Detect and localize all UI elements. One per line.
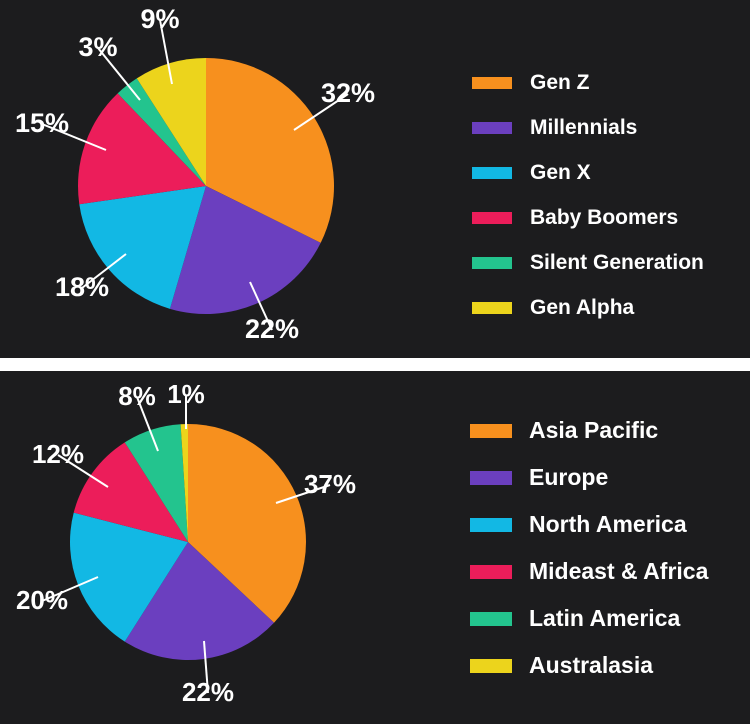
legend-item-europe: Europe	[470, 454, 708, 501]
leader-line	[159, 19, 173, 85]
data-label-baby-boomers: 15%	[15, 108, 69, 138]
data-label-asia-pacific: 37%	[304, 469, 356, 499]
legend-item-gen-alpha: Gen Alpha	[472, 285, 704, 330]
data-label-north-america: 20%	[16, 585, 68, 615]
data-label-gen-x: 18%	[55, 272, 109, 302]
generation-legend: Gen Z Millennials Gen X Baby Boomers Sil…	[472, 60, 704, 330]
leader-line	[275, 484, 331, 504]
legend-item-latin-america: Latin America	[470, 595, 708, 642]
legend-label: Mideast & Africa	[529, 558, 709, 584]
legend-item-north-america: North America	[470, 501, 708, 548]
data-label-europe: 22%	[182, 677, 234, 707]
data-label-gen-z: 32%	[321, 78, 375, 108]
leader-line	[136, 396, 159, 452]
legend-item-silent-generation: Silent Generation	[472, 240, 704, 285]
legend-swatch	[470, 611, 512, 626]
legend-swatch	[470, 470, 512, 485]
region-pie-chart: 37% 22% 20% 12% 8% 1%	[16, 379, 356, 707]
pie-slice-baby-boomers	[78, 93, 206, 205]
legend-label: Gen X	[530, 160, 591, 184]
legend-label: Europe	[529, 464, 609, 490]
legend-label: Baby Boomers	[530, 205, 679, 229]
legend-item-baby-boomers: Baby Boomers	[472, 195, 704, 240]
pie-slice-europe	[124, 542, 275, 660]
pie-slice-millennials	[169, 186, 321, 314]
legend-item-gen-x: Gen X	[472, 150, 704, 195]
pie-slice-silent-generation	[117, 78, 206, 186]
generation-pie-chart: 32% 22% 18% 15% 3% 9%	[15, 4, 375, 344]
legend-item-asia-pacific: Asia Pacific	[470, 407, 708, 454]
pie-slice-latin-america	[124, 424, 188, 542]
data-label-australasia: 1%	[167, 379, 205, 409]
region-legend: Asia Pacific Europe North America Mideas…	[470, 407, 708, 689]
legend-swatch	[472, 121, 512, 134]
legend-label: North America	[529, 511, 687, 537]
legend-label: Asia Pacific	[529, 417, 659, 443]
legend-label: Latin America	[529, 605, 681, 631]
pie-slice-north-america	[69, 512, 188, 642]
pie-slice-gen-z	[206, 58, 335, 243]
leader-line	[97, 47, 141, 101]
data-label-millennials: 22%	[245, 314, 299, 344]
legend-item-gen-z: Gen Z	[472, 60, 704, 105]
generation-chart-panel: 32% 22% 18% 15% 3% 9% Gen Z Millennials Gen X…	[0, 0, 750, 358]
pie-slice-asia-pacific	[188, 424, 306, 623]
leader-line	[203, 640, 209, 694]
leader-line	[57, 454, 109, 488]
region-chart-panel: 37% 22% 20% 12% 8% 1% Asia Pacific Europe Nor…	[0, 371, 750, 724]
legend-swatch	[470, 423, 512, 438]
legend-swatch	[470, 658, 512, 673]
leader-line	[41, 123, 107, 151]
legend-label: Gen Z	[530, 70, 590, 94]
data-label-gen-alpha: 9%	[140, 4, 179, 34]
legend-swatch	[472, 166, 512, 179]
leader-line	[81, 253, 127, 289]
legend-label: Silent Generation	[530, 250, 704, 274]
leader-line	[249, 281, 273, 331]
leader-line	[41, 576, 99, 602]
leader-line	[293, 93, 349, 131]
legend-item-australasia: Australasia	[470, 642, 708, 689]
legend-swatch	[472, 256, 512, 269]
legend-swatch	[470, 517, 512, 532]
legend-swatch	[470, 564, 512, 579]
legend-swatch	[472, 76, 512, 89]
legend-label: Gen Alpha	[530, 295, 635, 319]
legend-item-mideast-africa: Mideast & Africa	[470, 548, 708, 595]
legend-label: Millennials	[530, 115, 638, 139]
legend-item-millennials: Millennials	[472, 105, 704, 150]
pie-slice-gen-x	[79, 186, 206, 309]
legend-swatch	[472, 211, 512, 224]
data-label-latin-america: 8%	[118, 381, 156, 411]
data-label-mideast-africa: 12%	[32, 439, 84, 469]
legend-swatch	[472, 301, 512, 314]
pie-slice-mideast-africa	[73, 442, 188, 542]
pie-slice-gen-alpha	[136, 58, 206, 186]
legend-label: Australasia	[529, 652, 654, 678]
pie-slice-australasia	[180, 424, 188, 542]
data-label-silent-generation: 3%	[78, 32, 117, 62]
